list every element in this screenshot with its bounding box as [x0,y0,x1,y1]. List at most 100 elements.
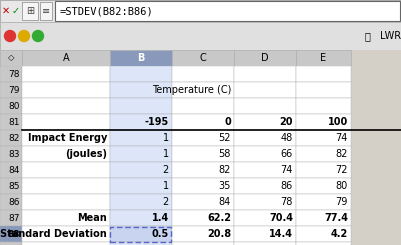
Text: 82: 82 [8,134,20,143]
Text: 77.4: 77.4 [323,213,347,223]
Text: E: E [320,53,326,63]
Text: 78: 78 [280,197,292,207]
Bar [233,162,295,178]
Bar [172,130,233,146]
Text: 72: 72 [335,165,347,175]
Bar [233,194,295,210]
Bar [22,82,110,98]
Bar [233,242,295,245]
Bar [172,82,233,98]
Bar [295,210,350,226]
Bar [295,66,350,82]
Bar [295,130,350,146]
Bar [233,114,295,130]
Text: 62.2: 62.2 [207,213,231,223]
Bar [110,130,172,146]
Bar [172,146,233,162]
Bar [233,146,295,162]
Bar [295,114,350,130]
Bar [55,1,399,21]
Text: 📄: 📄 [363,31,369,41]
Circle shape [18,30,29,41]
Bar [22,210,110,226]
Text: 79: 79 [335,197,347,207]
Text: ✕: ✕ [2,6,10,16]
Bar [110,66,172,82]
Bar [0,82,22,98]
Text: 1: 1 [162,149,168,159]
Bar [22,66,110,82]
Bar [233,50,295,66]
Bar [295,242,350,245]
Text: 74: 74 [280,165,292,175]
Bar [172,210,233,226]
Text: 81: 81 [8,118,20,126]
Text: 66: 66 [280,149,292,159]
Bar [233,66,295,82]
Bar [22,2,38,20]
Text: (joules): (joules) [65,149,107,159]
Bar [110,114,172,130]
Text: ≡: ≡ [42,6,50,16]
Bar [0,66,22,82]
Bar [172,98,233,114]
Bar [295,82,350,98]
Bar [295,178,350,194]
Text: 20: 20 [279,117,292,127]
Text: 86: 86 [8,197,20,207]
Bar [172,226,233,242]
Text: LWR-: LWR- [379,31,401,41]
Text: 80: 80 [335,181,347,191]
Bar [0,114,22,130]
Bar [295,98,350,114]
Bar [110,226,171,242]
Text: 58: 58 [218,149,231,159]
Bar [0,130,22,146]
Text: 82: 82 [218,165,231,175]
Bar [295,226,350,242]
Bar [295,162,350,178]
Bar [0,210,22,226]
Text: 82: 82 [335,149,347,159]
Bar [0,50,22,66]
Text: 2: 2 [162,197,168,207]
Bar [172,162,233,178]
Bar [110,226,172,242]
Bar [233,82,295,98]
Bar [0,226,22,242]
Bar [295,146,350,162]
Text: 100: 100 [327,117,347,127]
Text: 1: 1 [162,181,168,191]
Bar [22,178,110,194]
Bar [172,66,233,82]
Bar [110,242,172,245]
Text: 4.2: 4.2 [330,229,347,239]
Circle shape [32,30,43,41]
Bar [110,162,172,178]
Bar [22,162,110,178]
Text: C: C [199,53,206,63]
Text: Standard Deviation: Standard Deviation [0,229,107,239]
Bar [172,242,233,245]
Text: 87: 87 [8,213,20,222]
Text: 1: 1 [162,133,168,143]
Text: 85: 85 [8,182,20,191]
Bar [110,98,172,114]
Text: D: D [261,53,268,63]
Bar [40,2,52,20]
Text: 84: 84 [218,197,231,207]
Bar [22,226,110,242]
Bar [22,114,110,130]
Text: 83: 83 [8,149,20,159]
Bar [110,82,172,98]
Text: 14.4: 14.4 [268,229,292,239]
Bar [233,98,295,114]
Bar [110,194,172,210]
Text: A: A [63,53,69,63]
Bar [233,210,295,226]
Bar [233,226,295,242]
Text: 86: 86 [280,181,292,191]
Bar [295,194,350,210]
Text: Impact Energy: Impact Energy [28,133,107,143]
Text: 48: 48 [280,133,292,143]
